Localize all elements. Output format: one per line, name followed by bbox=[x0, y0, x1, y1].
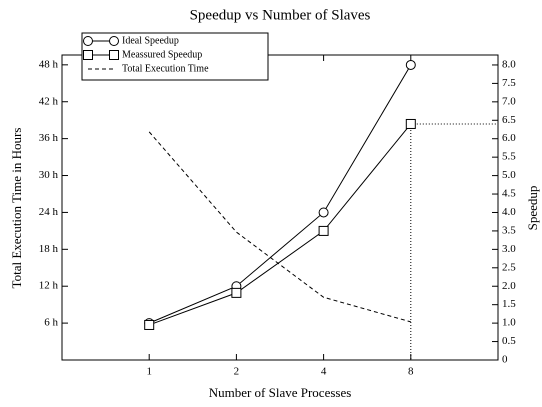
legend-label: Meassured Speedup bbox=[122, 49, 202, 60]
point bbox=[144, 319, 155, 330]
y2-tick-label: 2.0 bbox=[502, 280, 516, 292]
y2-axis-label: Speedup bbox=[525, 186, 540, 231]
y-tick-label: 36 h bbox=[39, 132, 59, 144]
y-tick-label: 24 h bbox=[39, 206, 59, 218]
point bbox=[318, 225, 329, 236]
series-line bbox=[149, 64, 412, 324]
y2-tick-label: 6.0 bbox=[502, 132, 516, 144]
x-tick-label: 1 bbox=[146, 366, 152, 378]
legend-marker bbox=[109, 36, 119, 46]
y2-tick-label: 7.0 bbox=[502, 95, 516, 107]
x-tick-label: 2 bbox=[234, 366, 240, 378]
y2-tick-label: 5.0 bbox=[502, 169, 516, 181]
plot-frame bbox=[61, 54, 499, 361]
y2-tick-label: 0.5 bbox=[502, 335, 516, 347]
series-line bbox=[148, 131, 411, 323]
y-tick-label: 42 h bbox=[39, 95, 59, 107]
x-tick-label: 8 bbox=[408, 366, 414, 378]
legend-marker bbox=[83, 36, 93, 46]
y2-tick-label: 0 bbox=[502, 354, 508, 366]
x-axis-label: Number of Slave Processes bbox=[209, 385, 352, 400]
point bbox=[405, 118, 416, 129]
y2-tick-label: 4.0 bbox=[502, 206, 516, 218]
y-tick-label: 6 h bbox=[44, 317, 58, 329]
y2-tick-label: 5.5 bbox=[502, 151, 516, 163]
y2-tick-label: 1.5 bbox=[502, 298, 516, 310]
point bbox=[318, 207, 329, 218]
chart-title: Speedup vs Number of Slaves bbox=[190, 7, 371, 23]
y-axis-label: Total Execution Time in Hours bbox=[9, 128, 24, 289]
point bbox=[231, 287, 242, 298]
y-tick-label: 18 h bbox=[39, 243, 59, 255]
legend-label: Ideal Speedup bbox=[122, 35, 179, 46]
series-line bbox=[149, 123, 412, 326]
y2-tick-label: 1.0 bbox=[502, 317, 516, 329]
y-tick-label: 12 h bbox=[39, 280, 59, 292]
y2-tick-label: 3.5 bbox=[502, 224, 516, 236]
y2-tick-label: 7.5 bbox=[502, 77, 516, 89]
y2-tick-label: 4.5 bbox=[502, 188, 516, 200]
x-tick-label: 4 bbox=[321, 366, 327, 378]
y-tick-label: 30 h bbox=[39, 169, 59, 181]
legend-marker bbox=[109, 50, 119, 60]
y-tick-label: 48 h bbox=[39, 58, 59, 70]
y2-tick-label: 3.0 bbox=[502, 243, 516, 255]
y2-tick-label: 8.0 bbox=[502, 58, 516, 70]
y2-tick-label: 6.5 bbox=[502, 114, 516, 126]
y2-tick-label: 2.5 bbox=[502, 261, 516, 273]
legend-marker bbox=[83, 50, 93, 60]
point bbox=[405, 59, 416, 70]
legend-label: Total Execution Time bbox=[122, 63, 209, 74]
